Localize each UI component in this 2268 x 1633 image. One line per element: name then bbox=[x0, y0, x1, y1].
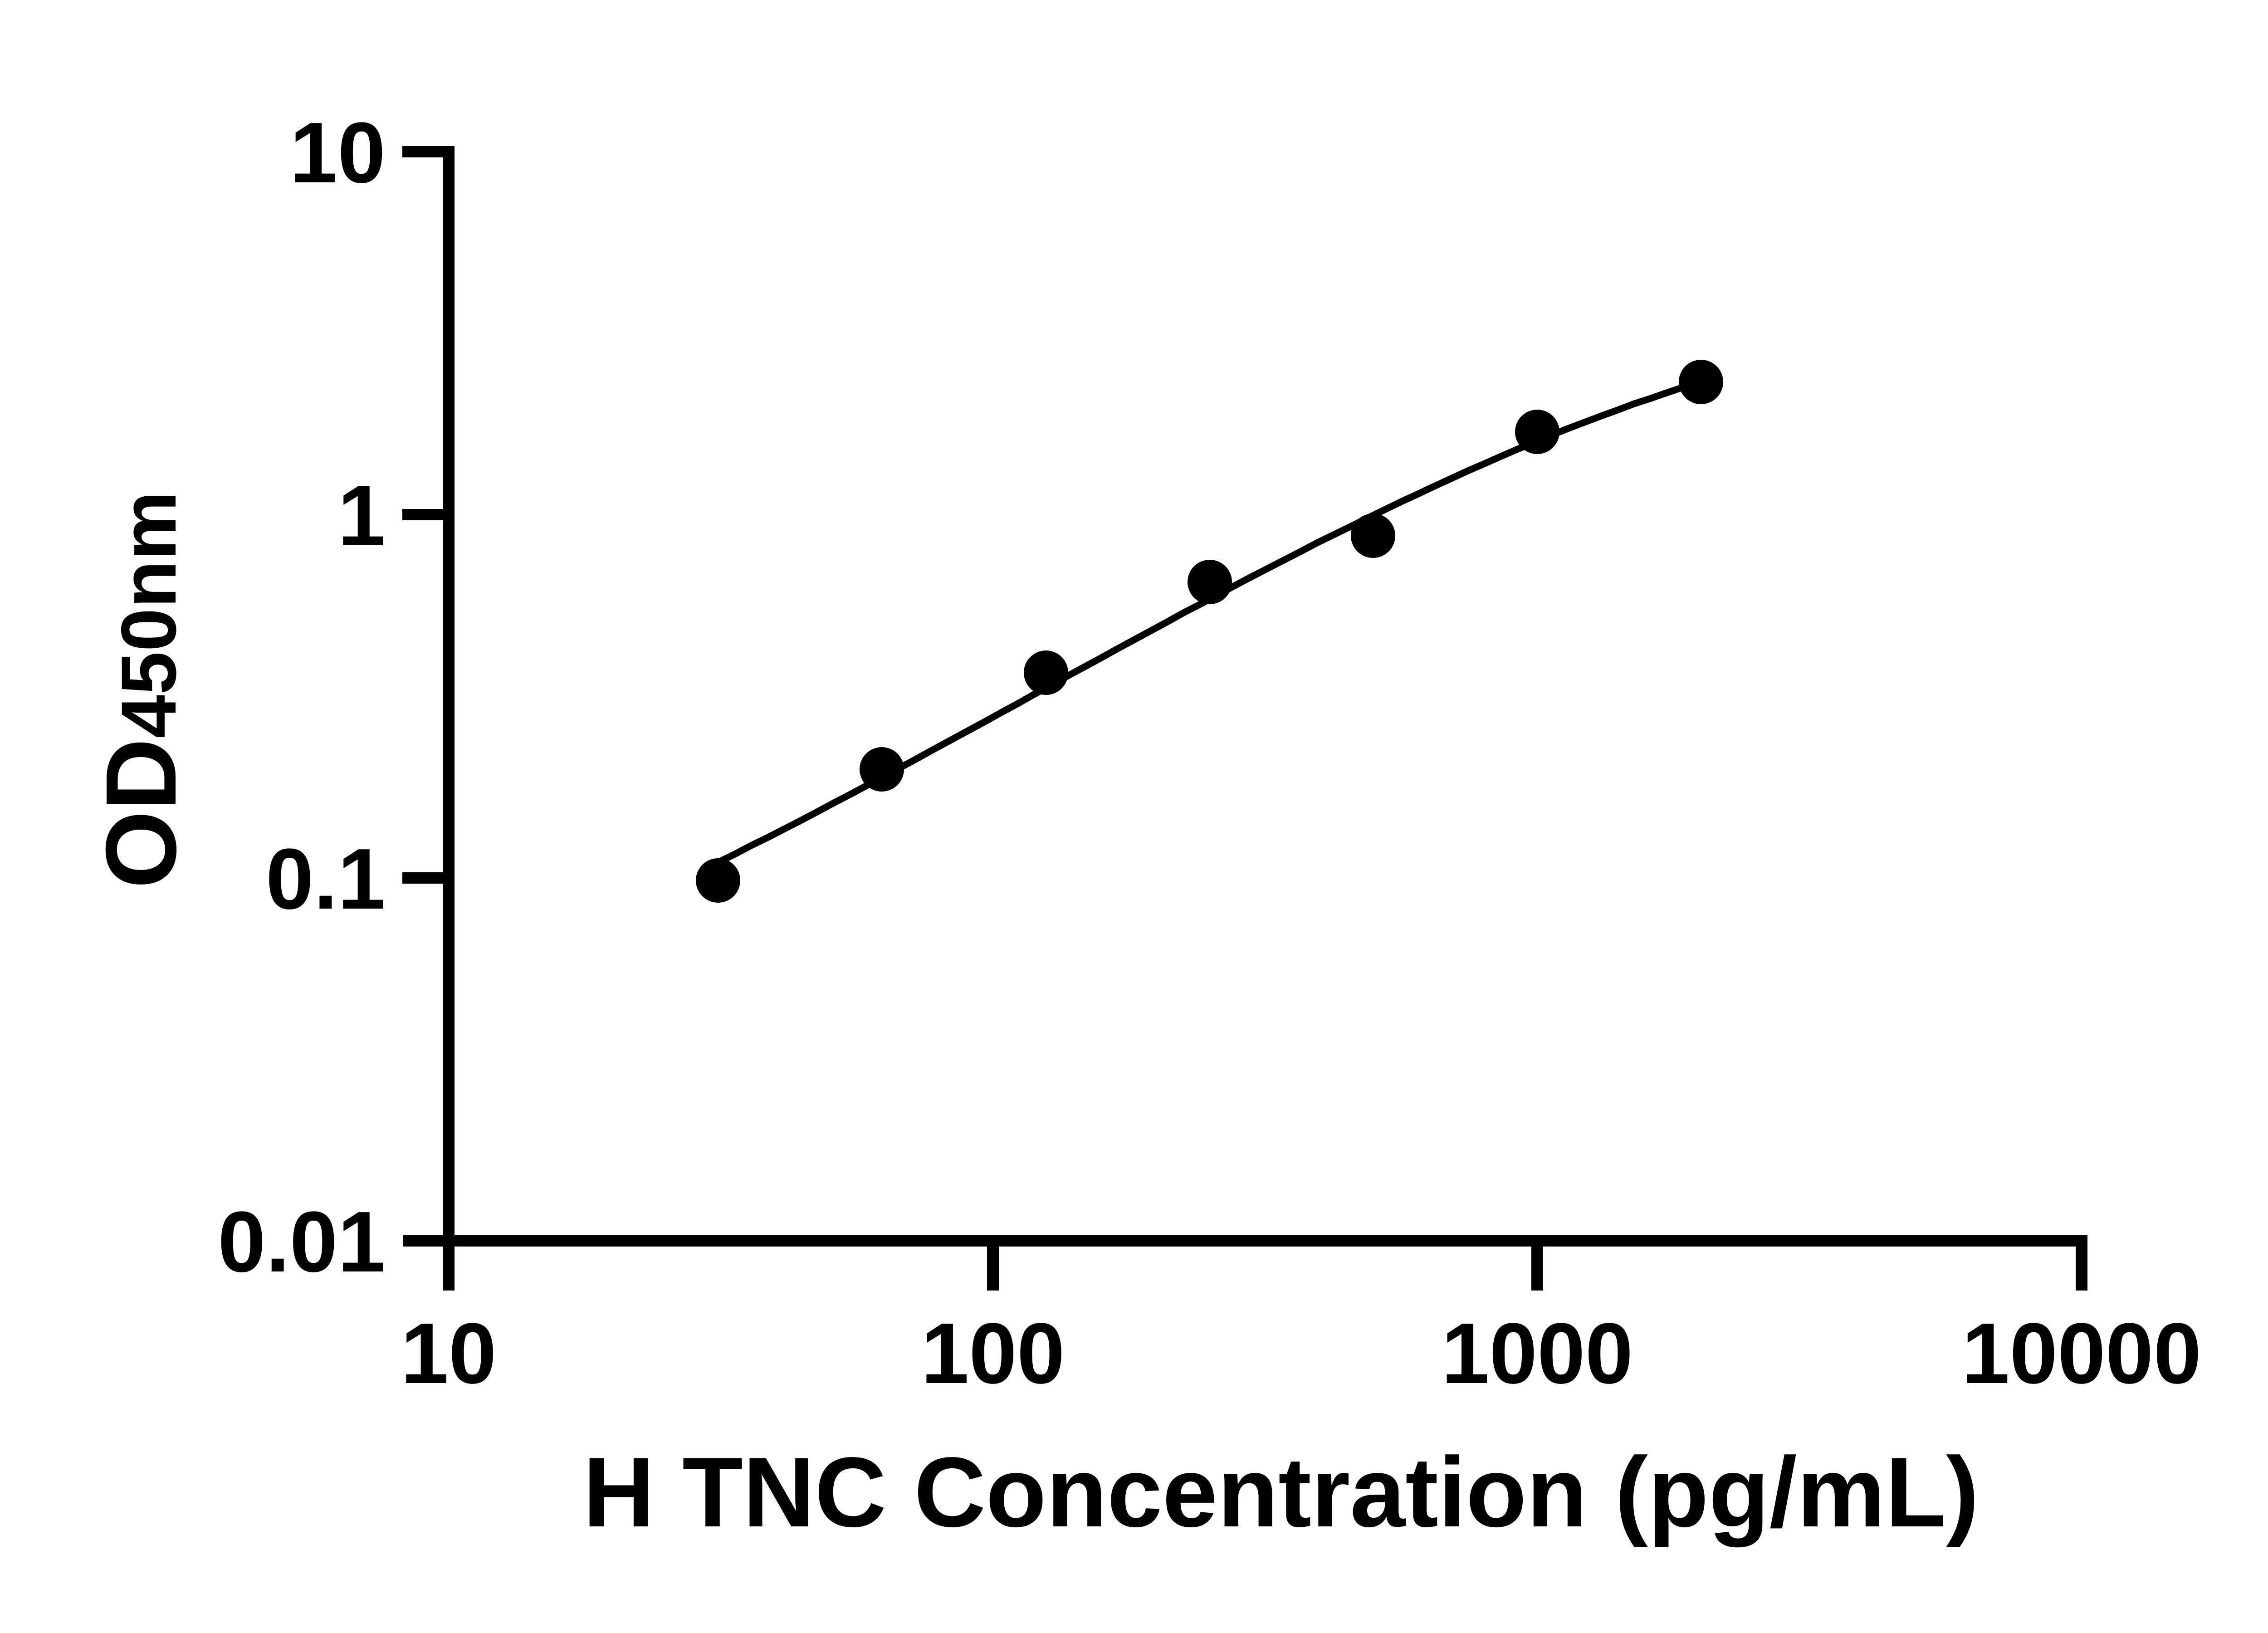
svg-text:OD450nm: OD450nm bbox=[85, 491, 197, 889]
svg-text:100: 100 bbox=[921, 1305, 1065, 1402]
svg-text:10000: 10000 bbox=[1962, 1305, 2201, 1402]
svg-text:0.1: 0.1 bbox=[266, 831, 386, 927]
svg-text:1: 1 bbox=[337, 468, 386, 564]
svg-text:H TNC Concentration (pg/mL): H TNC Concentration (pg/mL) bbox=[583, 1437, 1979, 1548]
svg-text:10: 10 bbox=[290, 105, 386, 201]
svg-text:0.01: 0.01 bbox=[218, 1194, 386, 1290]
svg-text:10: 10 bbox=[401, 1305, 496, 1402]
svg-text:1000: 1000 bbox=[1442, 1305, 1633, 1402]
